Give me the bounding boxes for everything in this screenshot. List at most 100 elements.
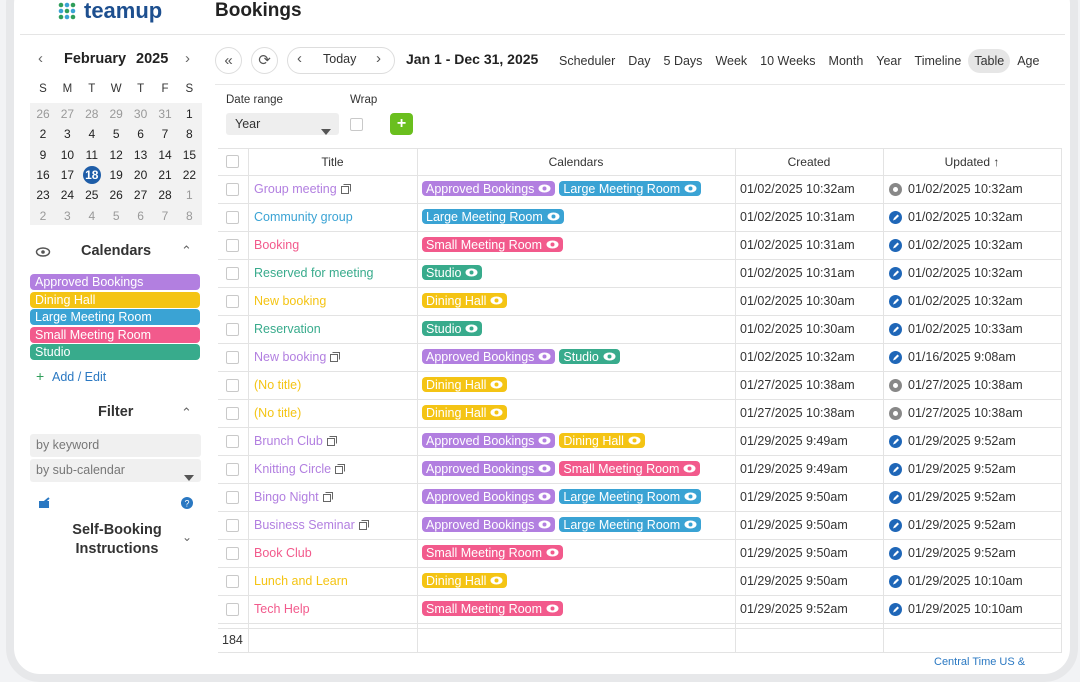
calendar-chip[interactable]: Large Meeting Room [559, 181, 702, 196]
day[interactable]: 5 [112, 127, 120, 142]
view-tab[interactable]: Scheduler [559, 53, 616, 68]
view-tab[interactable]: Day [628, 53, 651, 68]
wrap-checkbox[interactable] [350, 118, 363, 131]
calendar-chip[interactable]: Approved Bookings [422, 433, 556, 448]
row-title[interactable]: (No title) [254, 406, 301, 420]
add-edit[interactable]: Add / Edit [52, 370, 107, 384]
row-checkbox[interactable] [226, 295, 239, 308]
row-title[interactable]: New booking [254, 294, 326, 308]
row-title[interactable]: Tech Help [254, 602, 310, 616]
day[interactable]: 18 [85, 167, 99, 182]
title-text[interactable]: Reserved for meeting [254, 266, 374, 280]
calendar-item[interactable]: Large Meeting Room [30, 309, 200, 326]
title-text[interactable]: New booking [254, 294, 327, 308]
calendar-chip[interactable]: Small Meeting Room [422, 601, 564, 616]
back-all[interactable]: « [215, 47, 242, 74]
day[interactable]: 27 [133, 188, 148, 203]
calendar-chip[interactable]: Approved Bookings [422, 461, 556, 476]
day[interactable]: 3 [64, 208, 71, 223]
row-title[interactable]: New booking [254, 350, 341, 364]
view-tab[interactable]: Timeline [914, 53, 962, 68]
day[interactable]: 7 [161, 127, 169, 142]
column-header[interactable]: Updated ↑ [944, 155, 1000, 169]
title-text[interactable]: New booking [254, 350, 327, 364]
day[interactable]: 16 [36, 167, 50, 182]
row-checkbox[interactable] [226, 463, 239, 476]
title-text[interactable]: Community group [254, 210, 353, 224]
row-title[interactable]: Community group [254, 210, 353, 224]
row-title[interactable]: Group meeting [254, 182, 351, 196]
row-checkbox[interactable] [226, 435, 239, 448]
row-checkbox[interactable] [226, 323, 239, 336]
calendar-chip[interactable]: Small Meeting Room [559, 461, 701, 476]
day[interactable]: 28 [85, 107, 99, 121]
row-title[interactable]: Book Club [254, 546, 312, 560]
day[interactable]: 23 [36, 188, 50, 203]
day[interactable]: 8 [186, 208, 193, 223]
column-header[interactable]: Title [321, 155, 344, 169]
day[interactable]: 6 [137, 208, 144, 223]
row-title[interactable]: Business Seminar [254, 518, 369, 532]
next-month[interactable]: › [185, 50, 190, 67]
self-booking[interactable]: Self-Booking Instructions [72, 522, 162, 557]
day[interactable]: 12 [109, 147, 123, 162]
calendar-chip[interactable]: Studio [559, 349, 620, 364]
row-checkbox[interactable] [226, 351, 239, 364]
row-checkbox[interactable] [226, 491, 239, 504]
title-text[interactable]: (No title) [254, 378, 302, 392]
row-checkbox[interactable] [226, 575, 239, 588]
day[interactable]: 4 [88, 208, 96, 223]
title-text[interactable]: Lunch and Learn [254, 574, 348, 588]
date-range-select[interactable]: Year [226, 113, 339, 135]
calendar-chip[interactable]: Approved Bookings [422, 349, 556, 364]
day[interactable]: 17 [60, 167, 75, 182]
day[interactable]: 4 [88, 127, 96, 142]
collapse[interactable]: ⌃ [181, 405, 192, 420]
sub-calendar-select[interactable]: by sub-calendar [30, 459, 201, 482]
calendar-item[interactable]: Small Meeting Room [30, 326, 200, 343]
row-title[interactable]: Reserved for meeting [254, 266, 374, 280]
day[interactable]: 2 [39, 208, 47, 223]
view-tab[interactable]: Week [715, 53, 748, 68]
day[interactable]: 2 [39, 127, 47, 142]
calendar-item[interactable]: Approved Bookings [30, 274, 200, 290]
day[interactable]: 5 [112, 208, 120, 223]
row-title[interactable]: Lunch and Learn [254, 574, 348, 588]
day[interactable]: 20 [133, 167, 148, 182]
row-checkbox[interactable] [226, 211, 239, 224]
row-title[interactable]: Reservation [254, 322, 321, 336]
day[interactable]: 7 [161, 208, 169, 223]
calendar-chip[interactable]: Approved Bookings [422, 517, 556, 532]
day[interactable]: 29 [109, 107, 123, 121]
title-text[interactable]: Book Club [254, 546, 312, 560]
keyword-input[interactable]: by keyword [30, 434, 201, 457]
collapse[interactable]: ⌃ [181, 243, 192, 258]
calendar-chip[interactable]: Studio [422, 265, 483, 280]
calendar-chip[interactable]: Large Meeting Room [422, 209, 564, 224]
day[interactable]: 19 [109, 167, 123, 182]
row-checkbox[interactable] [226, 519, 239, 532]
calendar-chip[interactable]: Dining Hall [422, 293, 508, 308]
calendar-chip[interactable]: Small Meeting Room [422, 545, 564, 560]
row-checkbox[interactable] [226, 267, 239, 280]
row-checkbox[interactable] [226, 239, 239, 252]
calendar-chip[interactable]: Large Meeting Room [559, 489, 702, 504]
row-title[interactable]: Bingo Night [254, 490, 333, 504]
next[interactable]: › [376, 50, 381, 67]
calendar-chip[interactable]: Approved Bookings [422, 489, 556, 504]
view-tab[interactable]: 5 Days [663, 53, 703, 68]
title-text[interactable]: Reservation [254, 322, 321, 336]
day[interactable]: 11 [85, 147, 99, 162]
calendar-item[interactable]: Dining Hall [30, 291, 200, 308]
day[interactable]: 6 [137, 127, 144, 142]
calendar-chip[interactable]: Small Meeting Room [422, 237, 564, 252]
day[interactable]: 25 [85, 188, 99, 203]
row-title[interactable]: Booking [254, 238, 299, 252]
day[interactable]: 22 [182, 167, 197, 182]
prev-month[interactable]: ‹ [38, 50, 43, 67]
day[interactable]: 31 [158, 107, 172, 121]
day[interactable]: 14 [158, 147, 172, 162]
row-title[interactable]: Knitting Circle [254, 462, 346, 476]
day[interactable]: 9 [39, 147, 47, 162]
day[interactable]: 21 [158, 167, 172, 182]
